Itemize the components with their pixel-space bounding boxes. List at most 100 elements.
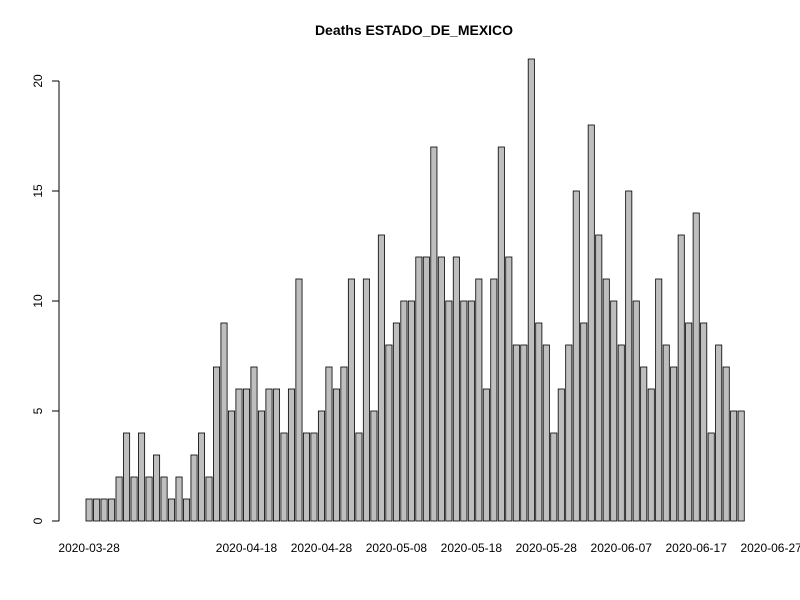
bar [392,322,400,522]
x-tick-label: 2020-05-28 [516,541,578,555]
bar [565,344,573,522]
bar [272,388,280,522]
bar [310,432,318,522]
bar [407,300,415,522]
bar [715,344,723,522]
x-tick-label: 2020-06-27 [740,541,800,555]
bar [93,498,101,522]
bar [115,476,123,522]
y-tick-label: 10 [31,294,45,308]
bar [482,388,490,522]
bar [235,388,243,522]
bar [692,212,700,522]
bar [505,256,513,522]
bar [655,278,663,522]
bar [415,256,423,522]
bar [737,410,745,522]
bar [138,432,146,522]
bar [572,190,580,522]
bar [700,322,708,522]
bar [580,322,588,522]
bar [317,410,325,522]
bar [617,344,625,522]
y-tick-label: 0 [31,517,45,524]
bar [130,476,138,522]
bar [85,498,93,522]
x-tick-label: 2020-03-28 [58,541,120,555]
bar [198,432,206,522]
bar [430,146,438,522]
bar [640,366,648,522]
x-tick-label: 2020-04-28 [291,541,353,555]
bar [452,256,460,522]
bar [437,256,445,522]
bar [512,344,520,522]
bar [370,410,378,522]
bar [160,476,168,522]
bar [662,344,670,522]
bar [557,388,565,522]
bar [280,432,288,522]
bar [377,234,385,522]
bar [610,300,618,522]
bar [535,322,543,522]
bar [550,432,558,522]
bar [542,344,550,522]
bar [632,300,640,522]
bar [183,498,191,522]
bar [302,432,310,522]
bar [265,388,273,522]
y-tick-label: 20 [31,74,45,88]
bar [168,498,176,522]
bar [625,190,633,522]
bar [213,366,221,522]
x-tick-label: 2020-06-07 [591,541,653,555]
bar [205,476,213,522]
x-tick-label: 2020-05-18 [441,541,503,555]
bar [332,388,340,522]
bar [362,278,370,522]
bar [287,388,295,522]
bar [707,432,715,522]
bar [602,278,610,522]
bar [587,124,595,522]
bars-group [85,58,745,522]
bar [250,366,258,522]
chart-title: Deaths ESTADO_DE_MEXICO [315,22,513,38]
bar [145,476,153,522]
bar [685,322,693,522]
bar [520,344,528,522]
bar [467,300,475,522]
x-tick-label: 2020-04-18 [216,541,278,555]
bar [100,498,108,522]
x-tick-label: 2020-05-08 [366,541,428,555]
bar [445,300,453,522]
bar [220,322,228,522]
bar [340,366,348,522]
bar [190,454,198,522]
bar [722,366,730,522]
bar [490,278,498,522]
y-tick-label: 15 [31,184,45,198]
x-tick-label: 2020-06-17 [666,541,728,555]
bar [325,366,333,522]
bar [175,476,183,522]
bar [730,410,738,522]
bar [475,278,483,522]
bar [347,278,355,522]
bar [385,344,393,522]
bar [123,432,131,522]
y-axis: 0 5 10 15 20 [31,74,59,524]
bar [670,366,678,522]
bar [242,388,250,522]
bar [257,410,265,522]
bar [295,278,303,522]
bar [460,300,468,522]
bar [677,234,685,522]
bar [527,58,535,522]
bar [228,410,236,522]
bar [497,146,505,522]
bar [153,454,161,522]
bar [647,388,655,522]
